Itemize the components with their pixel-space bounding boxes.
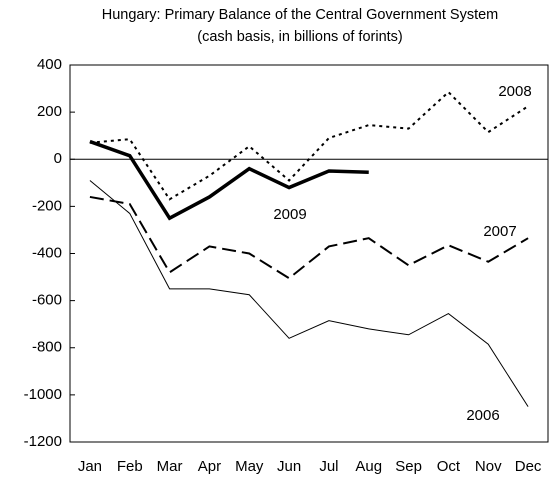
x-tick-label: Sep <box>395 458 422 475</box>
y-tick-label: -1000 <box>24 386 62 403</box>
y-tick-label: -200 <box>32 197 62 214</box>
series-label: 2007 <box>483 223 516 240</box>
x-tick-label: Oct <box>437 458 461 475</box>
x-tick-label: Mar <box>157 458 183 475</box>
y-tick-label: 200 <box>37 103 62 120</box>
x-tick-label: Aug <box>355 458 382 475</box>
x-tick-label: Jun <box>277 458 301 475</box>
series-label: 2009 <box>273 206 306 223</box>
series-line <box>89 180 529 407</box>
x-tick-label: Dec <box>515 458 542 475</box>
y-tick-label: 400 <box>37 56 62 73</box>
y-tick-label: 0 <box>54 150 62 167</box>
series-label: 2008 <box>498 83 531 100</box>
series-label: 2006 <box>466 407 499 424</box>
series-line <box>89 90 529 201</box>
x-tick-label: May <box>235 458 264 475</box>
series-line <box>89 139 369 221</box>
x-tick-label: Jul <box>319 458 338 475</box>
x-tick-label: Jan <box>78 458 102 475</box>
plot-frame <box>69 64 549 443</box>
x-tick-label: Feb <box>117 458 143 475</box>
x-tick-label: Nov <box>475 458 502 475</box>
x-tick-label: Apr <box>198 458 221 475</box>
y-tick-label: -800 <box>32 339 62 356</box>
y-tick-label: -400 <box>32 244 62 261</box>
y-tick-label: -600 <box>32 292 62 309</box>
series-line <box>89 195 529 280</box>
y-tick-label: -1200 <box>24 433 62 450</box>
chart-subtitle: (cash basis, in billions of forints) <box>197 29 403 45</box>
chart-title: Hungary: Primary Balance of the Central … <box>102 7 499 23</box>
